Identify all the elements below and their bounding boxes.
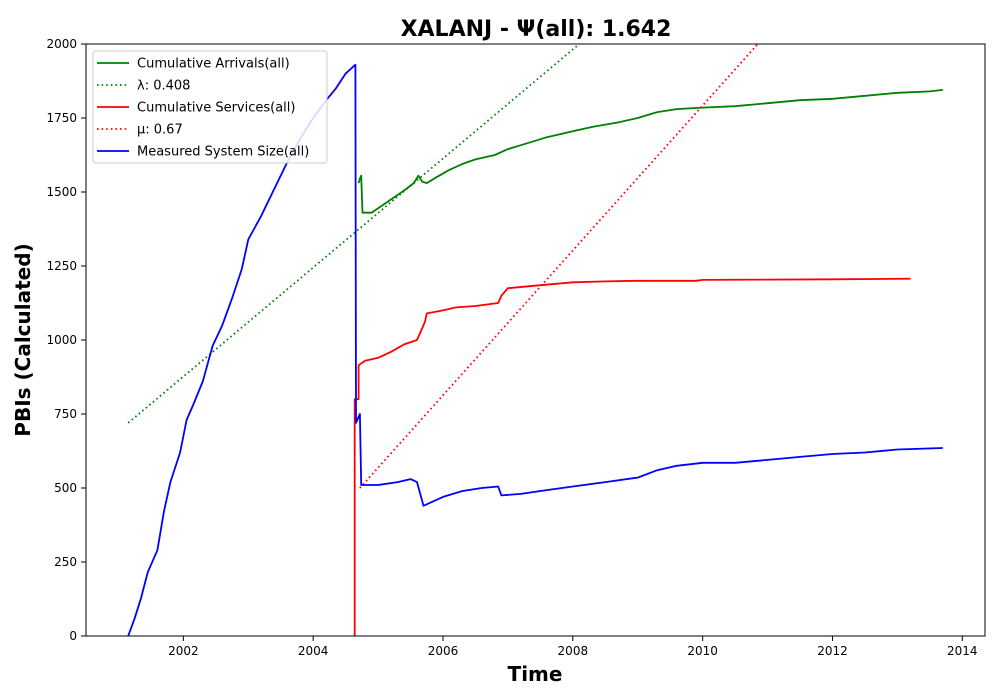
series-line-cumulative-services-all	[353, 277, 911, 636]
legend-label: Cumulative Services(all)	[137, 101, 295, 116]
legend-box	[92, 50, 328, 164]
series-line-0-67	[359, 43, 759, 489]
y-tick-label: 0	[69, 629, 77, 643]
y-tick-label: 1250	[46, 259, 77, 273]
y-axis-ticks: 0 250 500 750 1000 1250 1500 1750 2000	[46, 37, 86, 643]
legend-label: λ: 0.408	[137, 79, 190, 94]
series-layer	[127, 43, 943, 637]
x-tick-label: 2006	[428, 644, 459, 658]
x-tick-label: 2004	[298, 644, 329, 658]
y-tick-label: 1000	[46, 333, 77, 347]
legend-label: Measured System Size(all)	[137, 145, 309, 160]
y-tick-label: 2000	[46, 37, 77, 51]
y-tick-label: 500	[54, 481, 77, 495]
x-tick-label: 2010	[687, 644, 718, 658]
chart-title: XALANJ - Ψ(all): 1.642	[401, 17, 672, 42]
x-tick-label: 2008	[558, 644, 589, 658]
x-axis-title: Time	[508, 662, 563, 686]
y-axis-title: PBIs (Calculated)	[11, 243, 35, 436]
legend-label: Cumulative Arrivals(all)	[137, 57, 290, 72]
y-tick-label: 750	[54, 407, 77, 421]
y-tick-label: 1750	[46, 111, 77, 125]
y-tick-label: 1500	[46, 185, 77, 199]
y-tick-label: 250	[54, 555, 77, 569]
x-tick-label: 2014	[947, 644, 978, 658]
series-line-measured-system-size-all	[127, 63, 943, 637]
x-tick-label: 2012	[817, 644, 848, 658]
x-tick-label: 2002	[168, 644, 199, 658]
legend: Cumulative Arrivals(all) λ: 0.408 Cumulati…	[92, 50, 328, 164]
x-axis-ticks: 2002 2004 2006 2008 2010 2012 2014	[168, 636, 978, 658]
legend-label: μ: 0.67	[137, 123, 183, 138]
plot-frame	[85, 43, 986, 637]
series-line-0-408	[127, 43, 580, 424]
series-line-cumulative-arrivals-all	[357, 89, 943, 214]
